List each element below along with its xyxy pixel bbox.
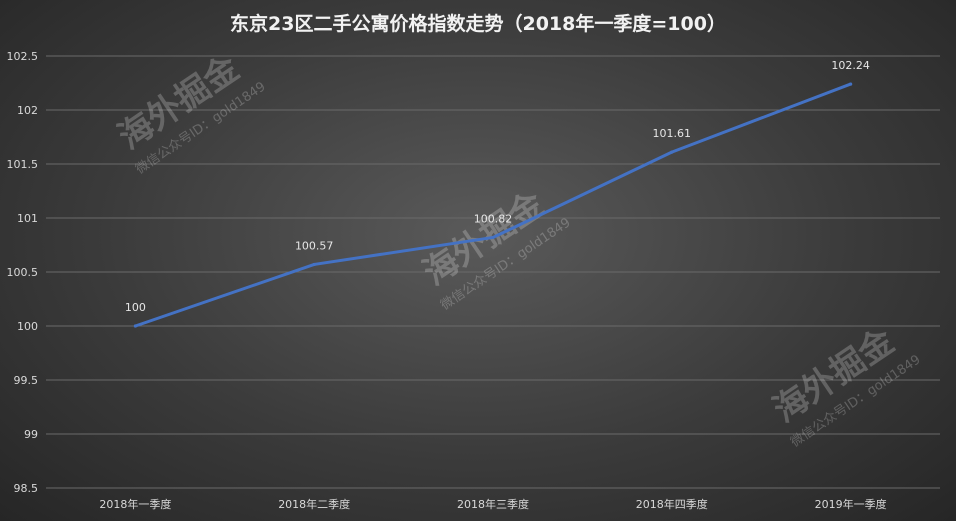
data-label: 100.57 [295,239,334,252]
data-point [312,262,316,267]
data-label: 102.24 [831,59,870,72]
x-tick-label: 2019年一季度 [815,497,887,511]
data-point [849,82,853,86]
x-tick-label: 2018年四季度 [636,497,708,511]
y-tick-label: 98.5 [14,482,39,495]
y-tick-label: 99 [24,428,38,441]
data-point [491,235,495,240]
series-layer [133,82,853,328]
series-line [133,82,853,328]
chart-title: 东京23区二手公寓价格指数走势（2018年一季度=100） [230,12,726,35]
data-label: 100.82 [474,212,513,225]
x-tick-label: 2018年一季度 [99,497,171,511]
x-tick-label: 2018年三季度 [457,497,529,511]
y-tick-label: 100 [17,320,38,333]
data-point [670,150,674,154]
data-label: 100 [125,301,146,314]
data-point [133,324,137,328]
gridlines [46,55,940,489]
y-tick-label: 101.5 [7,158,39,171]
y-axis-ticks: 98.5 99 99.5 100 100.5 101 101.5 102 102.5 [7,50,39,495]
y-tick-label: 102.5 [7,50,39,63]
y-tick-label: 101 [17,212,38,225]
x-axis-ticks: 2018年一季度 2018年二季度 2018年三季度 2018年四季度 2019年一季度 [99,497,886,511]
x-tick-label: 2018年二季度 [278,497,350,511]
y-tick-label: 100.5 [7,266,39,279]
data-labels: 100 100.57 100.82 101.61 102.24 [125,59,870,314]
data-label: 101.61 [653,127,692,140]
y-tick-label: 99.5 [14,374,39,387]
y-tick-label: 102 [17,104,38,117]
